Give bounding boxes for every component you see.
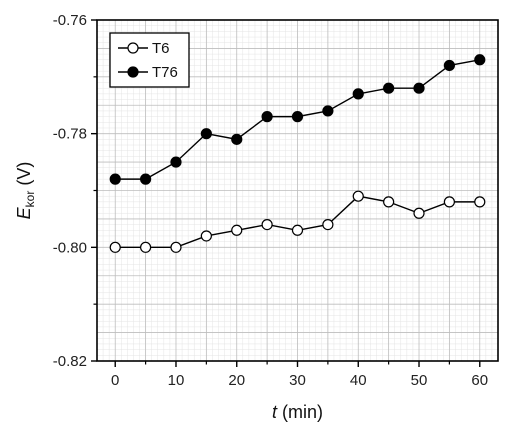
data-point-t6 xyxy=(109,241,121,253)
data-point-t76 xyxy=(231,133,243,145)
data-point-t76 xyxy=(140,173,152,185)
data-point-t76 xyxy=(474,54,486,66)
x-tick-label: 30 xyxy=(289,372,306,389)
series-layer xyxy=(109,54,486,253)
x-axis-symbol: t xyxy=(272,402,278,422)
data-point-t76 xyxy=(261,111,273,123)
y-tick-label: -0.82 xyxy=(53,353,87,370)
data-point-t76 xyxy=(383,82,395,94)
x-tick-label: 10 xyxy=(168,372,185,389)
data-point-t76 xyxy=(291,111,304,123)
y-axis-title: Ekor (V) xyxy=(14,162,37,220)
data-point-t6 xyxy=(413,207,425,219)
data-point-t6 xyxy=(474,196,486,208)
data-point-t6 xyxy=(322,219,334,231)
x-tick-label: 40 xyxy=(350,372,367,389)
x-tick-label: 20 xyxy=(228,372,245,389)
data-point-t6 xyxy=(140,241,152,253)
y-tick-label: -0.78 xyxy=(53,126,87,143)
x-axis-title: t (min) xyxy=(272,402,323,422)
y-axis-subscript: kor xyxy=(23,191,37,208)
x-axis-unit: (min) xyxy=(277,402,323,422)
y-tick-label: -0.76 xyxy=(53,12,87,29)
legend-label-t76: T76 xyxy=(152,64,178,81)
y-tick-label: -0.80 xyxy=(53,239,87,256)
data-point-t76 xyxy=(352,88,364,100)
y-axis-unit: (V) xyxy=(14,162,34,191)
data-point-t6 xyxy=(291,224,304,236)
legend-label-t6: T6 xyxy=(152,40,170,57)
data-point-t6 xyxy=(170,241,182,253)
data-point-t76 xyxy=(413,82,425,94)
data-point-t76 xyxy=(170,156,182,168)
data-point-t76 xyxy=(322,105,334,117)
data-point-t6 xyxy=(261,219,273,231)
data-point-t6 xyxy=(231,224,243,236)
y-axis-symbol: E xyxy=(14,206,34,219)
data-point-t76 xyxy=(200,128,212,140)
x-tick-label: 0 xyxy=(111,372,119,389)
axis-tick-labels: 0 10 20 30 40 50 60 -0.82 -0.80 -0.78 -0.76 xyxy=(53,12,488,389)
data-point-t76 xyxy=(443,59,455,72)
data-point-t6 xyxy=(200,230,212,242)
x-tick-label: 50 xyxy=(411,372,428,389)
data-point-t6 xyxy=(352,190,364,202)
data-point-t6 xyxy=(383,196,395,208)
legend-marker-t76 xyxy=(127,66,139,78)
legend-box xyxy=(109,32,190,88)
x-tick-label: 60 xyxy=(471,372,488,389)
legend-marker-t6 xyxy=(127,42,139,54)
data-point-t6 xyxy=(443,196,455,208)
axis-ticks xyxy=(91,19,481,367)
data-point-t76 xyxy=(109,173,121,185)
